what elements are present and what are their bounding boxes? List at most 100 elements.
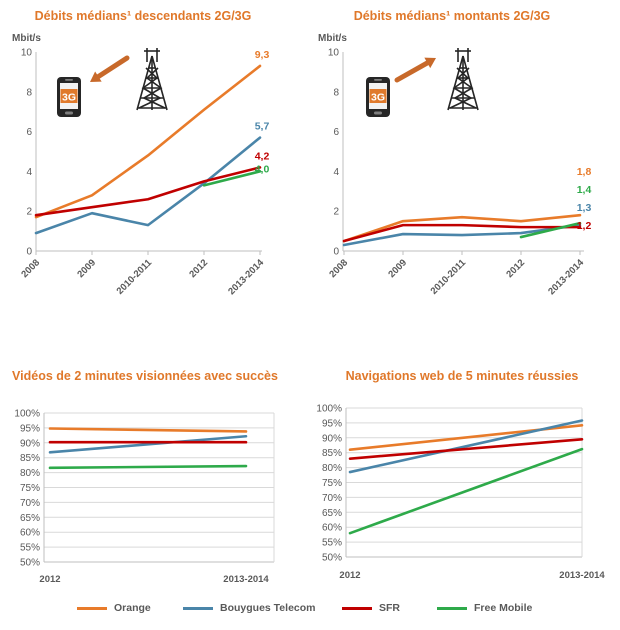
legend-swatch-bouygues [183, 606, 213, 610]
y-tick-label: 65% [322, 508, 342, 519]
phone-tower-illustration: 3G [366, 48, 479, 117]
data-label-free-mobile: 1,4 [577, 184, 592, 196]
y-tick-label: 55% [322, 538, 342, 549]
y-tick-label: 10 [328, 48, 340, 59]
y-tick-label: 65% [20, 513, 40, 524]
legend-item-bouygues: Bouygues Telecom [183, 598, 316, 618]
y-tick-label: 95% [322, 418, 342, 429]
y-tick-label: 0 [26, 247, 32, 258]
network-badge-label: 3G [371, 92, 385, 104]
series-line-free-mobile [202, 170, 262, 187]
x-tick-label: 2012 [339, 570, 360, 581]
y-tick-label: 60% [20, 528, 40, 539]
y-tick-label: 75% [20, 483, 40, 494]
data-label-sfr: 1,2 [577, 220, 592, 232]
series-line-free-mobile [348, 447, 584, 535]
network-badge [60, 89, 78, 103]
legend-item-free: Free Mobile [437, 598, 532, 618]
y-tick-label: 85% [20, 453, 40, 464]
phone-icon: 3G [57, 77, 81, 117]
y-tick-label: 90% [20, 438, 40, 449]
x-tick-label: 2012 [187, 257, 210, 280]
y-tick-label: 50% [322, 553, 342, 564]
direction-arrow [95, 55, 130, 80]
y-tick-label: 100% [316, 404, 342, 415]
chart-1: Débits médians¹ descendants 2G/3G Mbit/s 0… [12, 9, 269, 297]
series-line-bouygues-telecom [342, 223, 582, 247]
chart-4: Navigations web de 5 minutes réussies 50%… [316, 369, 605, 581]
data-label-bouygues-telecom: 1,3 [577, 202, 592, 214]
x-tick-label: 2013-2014 [546, 257, 586, 297]
y-tick-label: 90% [322, 433, 342, 444]
direction-arrow [394, 60, 430, 83]
series-line-orange [34, 64, 262, 219]
chart-2: Débits médians¹ montants 2G/3G Mbit/s 0 2 4 6… [318, 9, 591, 297]
direction-arrow-head [424, 57, 436, 69]
y-tick-label: 70% [20, 498, 40, 509]
y-tick-label: 75% [322, 478, 342, 489]
legend: Orange Bouygues Telecom SFR Free Mobile [0, 598, 620, 620]
legend-item-orange: Orange [77, 598, 151, 618]
antenna-tower-icon [447, 48, 479, 111]
legend-label-free: Free Mobile [474, 602, 533, 614]
x-tick-label: 2010-2011 [429, 257, 469, 297]
series-line-orange [342, 213, 582, 243]
legend-item-sfr: SFR [342, 598, 400, 618]
y-tick-label: 8 [26, 87, 32, 98]
phone-tower-illustration: 3G [57, 48, 168, 117]
y-tick-label: 8 [333, 87, 339, 98]
y-tick-label: 80% [322, 463, 342, 474]
y-tick-label: 80% [20, 468, 40, 479]
y-tick-label: 6 [26, 127, 32, 138]
y-tick-label: 0 [333, 247, 339, 258]
y-tick-label: 85% [322, 448, 342, 459]
legend-label-sfr: SFR [379, 602, 400, 614]
antenna-tower-icon [136, 48, 168, 111]
y-tick-label: 60% [322, 523, 342, 534]
y-axis-unit: Mbit/s [12, 33, 41, 44]
x-tick-label: 2009 [75, 257, 98, 280]
legend-swatch-free [437, 606, 467, 610]
x-tick-label: 2008 [19, 257, 42, 280]
series-line-bouygues-telecom [48, 434, 248, 454]
x-tick-label: 2009 [386, 257, 409, 280]
data-label-sfr: 4,2 [255, 150, 270, 162]
y-tick-label: 70% [322, 493, 342, 504]
x-tick-label: 2013-2014 [223, 574, 269, 585]
y-tick-label: 10 [21, 48, 33, 59]
x-tick-label: 2013-2014 [559, 570, 605, 581]
series-line-sfr [348, 437, 584, 460]
series-line-bouygues-telecom [348, 419, 584, 474]
legend-label-bouygues: Bouygues Telecom [220, 602, 316, 614]
y-axis-unit: Mbit/s [318, 33, 347, 44]
chart-title: Débits médians¹ montants 2G/3G [354, 9, 551, 23]
network-badge [369, 89, 387, 103]
chart-3: Vidéos de 2 minutes visionnées avec succ… [12, 369, 278, 585]
series-line-bouygues-telecom [34, 136, 262, 235]
x-tick-label: 2010-2011 [115, 257, 155, 297]
series-line-free-mobile [519, 221, 582, 239]
y-tick-label: 2 [333, 207, 339, 218]
phone-icon: 3G [366, 77, 390, 117]
legend-swatch-sfr [342, 606, 372, 610]
legend-swatch-orange [77, 606, 107, 610]
series-line-sfr [34, 166, 262, 217]
data-label-orange: 1,8 [577, 166, 592, 178]
data-label-bouygues-telecom: 5,7 [255, 121, 270, 133]
chart-title: Vidéos de 2 minutes visionnées avec succ… [12, 369, 278, 383]
y-tick-label: 4 [26, 167, 32, 178]
y-tick-label: 50% [20, 558, 40, 569]
y-tick-label: 4 [333, 167, 339, 178]
legend-label-orange: Orange [114, 602, 151, 614]
x-tick-label: 2012 [39, 574, 60, 585]
data-label-orange: 9,3 [255, 49, 270, 61]
chart-title: Débits médians¹ descendants 2G/3G [35, 9, 252, 23]
x-tick-label: 2013-2014 [226, 257, 266, 297]
series-line-orange [48, 427, 248, 433]
data-label-free-mobile: 4,0 [255, 163, 270, 175]
network-badge-label: 3G [62, 92, 76, 104]
y-tick-label: 6 [333, 127, 339, 138]
series-line-sfr [342, 223, 582, 243]
y-tick-label: 95% [20, 423, 40, 434]
